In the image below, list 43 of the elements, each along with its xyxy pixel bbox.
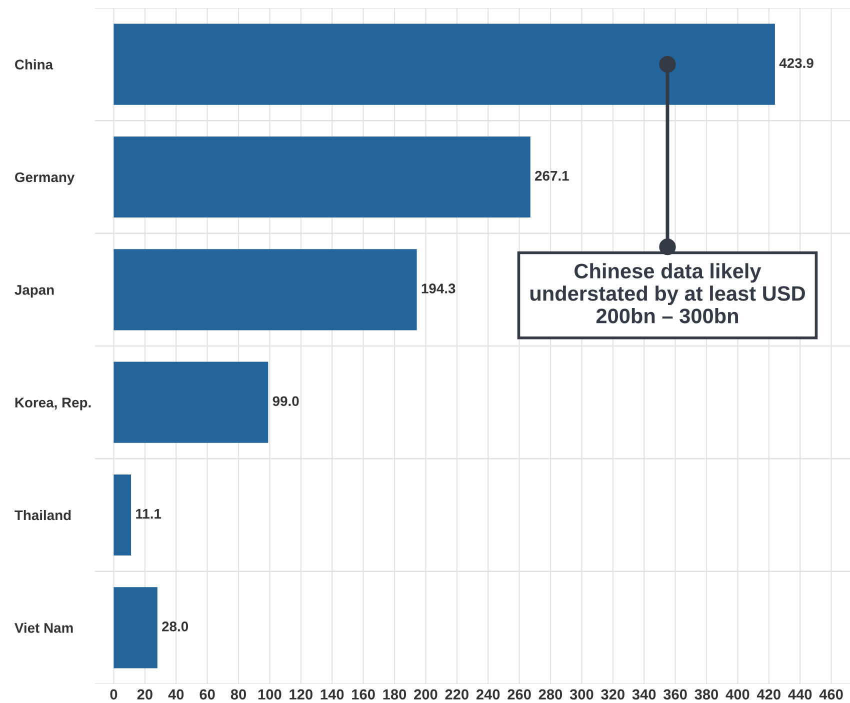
x-tick-label: 40 xyxy=(168,689,184,700)
annotation: Chinese data likely understated by at least USD 200bn – 300bn xyxy=(530,263,805,324)
bar xyxy=(114,136,530,218)
x-tick-label: 420 xyxy=(756,689,780,700)
bar xyxy=(114,249,417,330)
x-tick-label: 400 xyxy=(726,689,750,700)
x-tick-label: 380 xyxy=(694,689,718,700)
x-tick-label: 240 xyxy=(476,689,500,700)
x-tick-label: 200 xyxy=(414,689,438,700)
data-label: 267.1 xyxy=(535,170,569,181)
x-tick-label: 280 xyxy=(538,689,562,700)
y-tick-label: China xyxy=(15,59,54,70)
y-tick-label: Korea, Rep. xyxy=(15,398,91,410)
bar xyxy=(114,362,268,443)
x-tick-label: 20 xyxy=(137,689,152,700)
x-tick-label: 100 xyxy=(258,689,282,700)
x-tick-label: 300 xyxy=(570,689,594,700)
x-tick-label: 120 xyxy=(290,689,312,700)
y-tick-label: Thailand xyxy=(14,510,71,520)
data-label: 11.1 xyxy=(136,509,162,519)
x-tick-label: 360 xyxy=(663,689,687,700)
data-label: 423.9 xyxy=(779,58,814,68)
x-tick-label: 180 xyxy=(383,689,406,700)
data-label: 28.0 xyxy=(162,622,188,632)
y-tick-label: Germany xyxy=(15,172,75,185)
data-label: 99.0 xyxy=(272,396,299,406)
x-tick-label: 60 xyxy=(200,689,215,700)
x-tick-label: 80 xyxy=(230,689,246,700)
x-tick-label: 340 xyxy=(632,689,656,700)
x-tick-label: 260 xyxy=(508,689,531,700)
x-tick-label: 220 xyxy=(445,689,468,700)
bar xyxy=(114,587,158,668)
x-tick-label: 160 xyxy=(352,689,375,700)
x-tick-label: 0 xyxy=(110,689,118,700)
x-tick-label: 140 xyxy=(320,689,344,700)
y-tick-label: Japan xyxy=(14,285,54,298)
x-tick-label: 460 xyxy=(819,689,843,700)
y-tick-label: Viet Nam xyxy=(14,622,73,633)
data-label: 194.3 xyxy=(422,284,456,294)
x-tick-label: 440 xyxy=(788,689,812,700)
bar xyxy=(114,474,132,556)
x-tick-label: 320 xyxy=(601,689,624,700)
bar xyxy=(114,24,775,105)
